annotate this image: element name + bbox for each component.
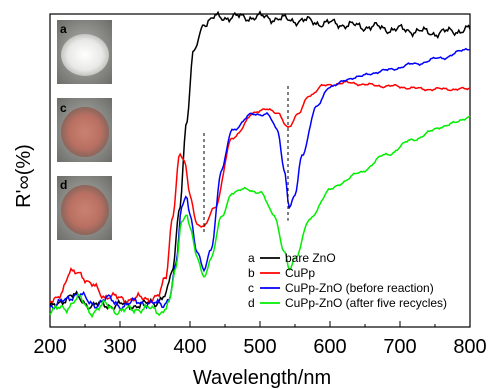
inset-label-a: a	[60, 22, 67, 36]
x-tick-label-400: 400	[173, 336, 206, 358]
legend-letter-d: d	[248, 296, 255, 310]
plot-frame	[49, 13, 471, 328]
legend-label-d: CuPp-ZnO (after five recycles)	[285, 296, 447, 310]
legend-letter-c: c	[248, 281, 254, 295]
inset-photo-a: a	[57, 20, 112, 84]
x-tick-label-700: 700	[383, 336, 416, 358]
series-layer	[49, 10, 471, 319]
series-line-a	[49, 10, 471, 311]
series-line-b	[49, 80, 471, 306]
legend-letter-b: b	[248, 266, 255, 280]
x-tick-label-500: 500	[243, 336, 276, 358]
inset-photo-d: d	[57, 176, 112, 240]
inset-label-c: c	[60, 101, 67, 115]
y-axis-title: R'∞(%)	[13, 144, 35, 208]
x-tick-label-300: 300	[103, 336, 136, 358]
x-tick-label-800: 800	[453, 336, 486, 358]
x-tick-label-600: 600	[313, 336, 346, 358]
x-axis: 200 300 400 500 600 700 800	[33, 321, 487, 358]
inset-photo-c: c	[57, 98, 112, 162]
legend-label-c: CuPp-ZnO (before reaction)	[285, 281, 434, 295]
x-tick-label-200: 200	[33, 336, 66, 358]
legend: a bare ZnO b CuPp c CuPp-ZnO (before reaction…	[248, 251, 447, 310]
x-axis-title: Wavelength/nm	[193, 367, 331, 389]
legend-label-b: CuPp	[285, 266, 315, 280]
legend-label-a: bare ZnO	[285, 251, 336, 265]
inset-label-d: d	[60, 178, 67, 192]
series-line-d	[49, 115, 471, 319]
dashed-lines	[203, 85, 289, 234]
legend-letter-a: a	[248, 251, 255, 265]
